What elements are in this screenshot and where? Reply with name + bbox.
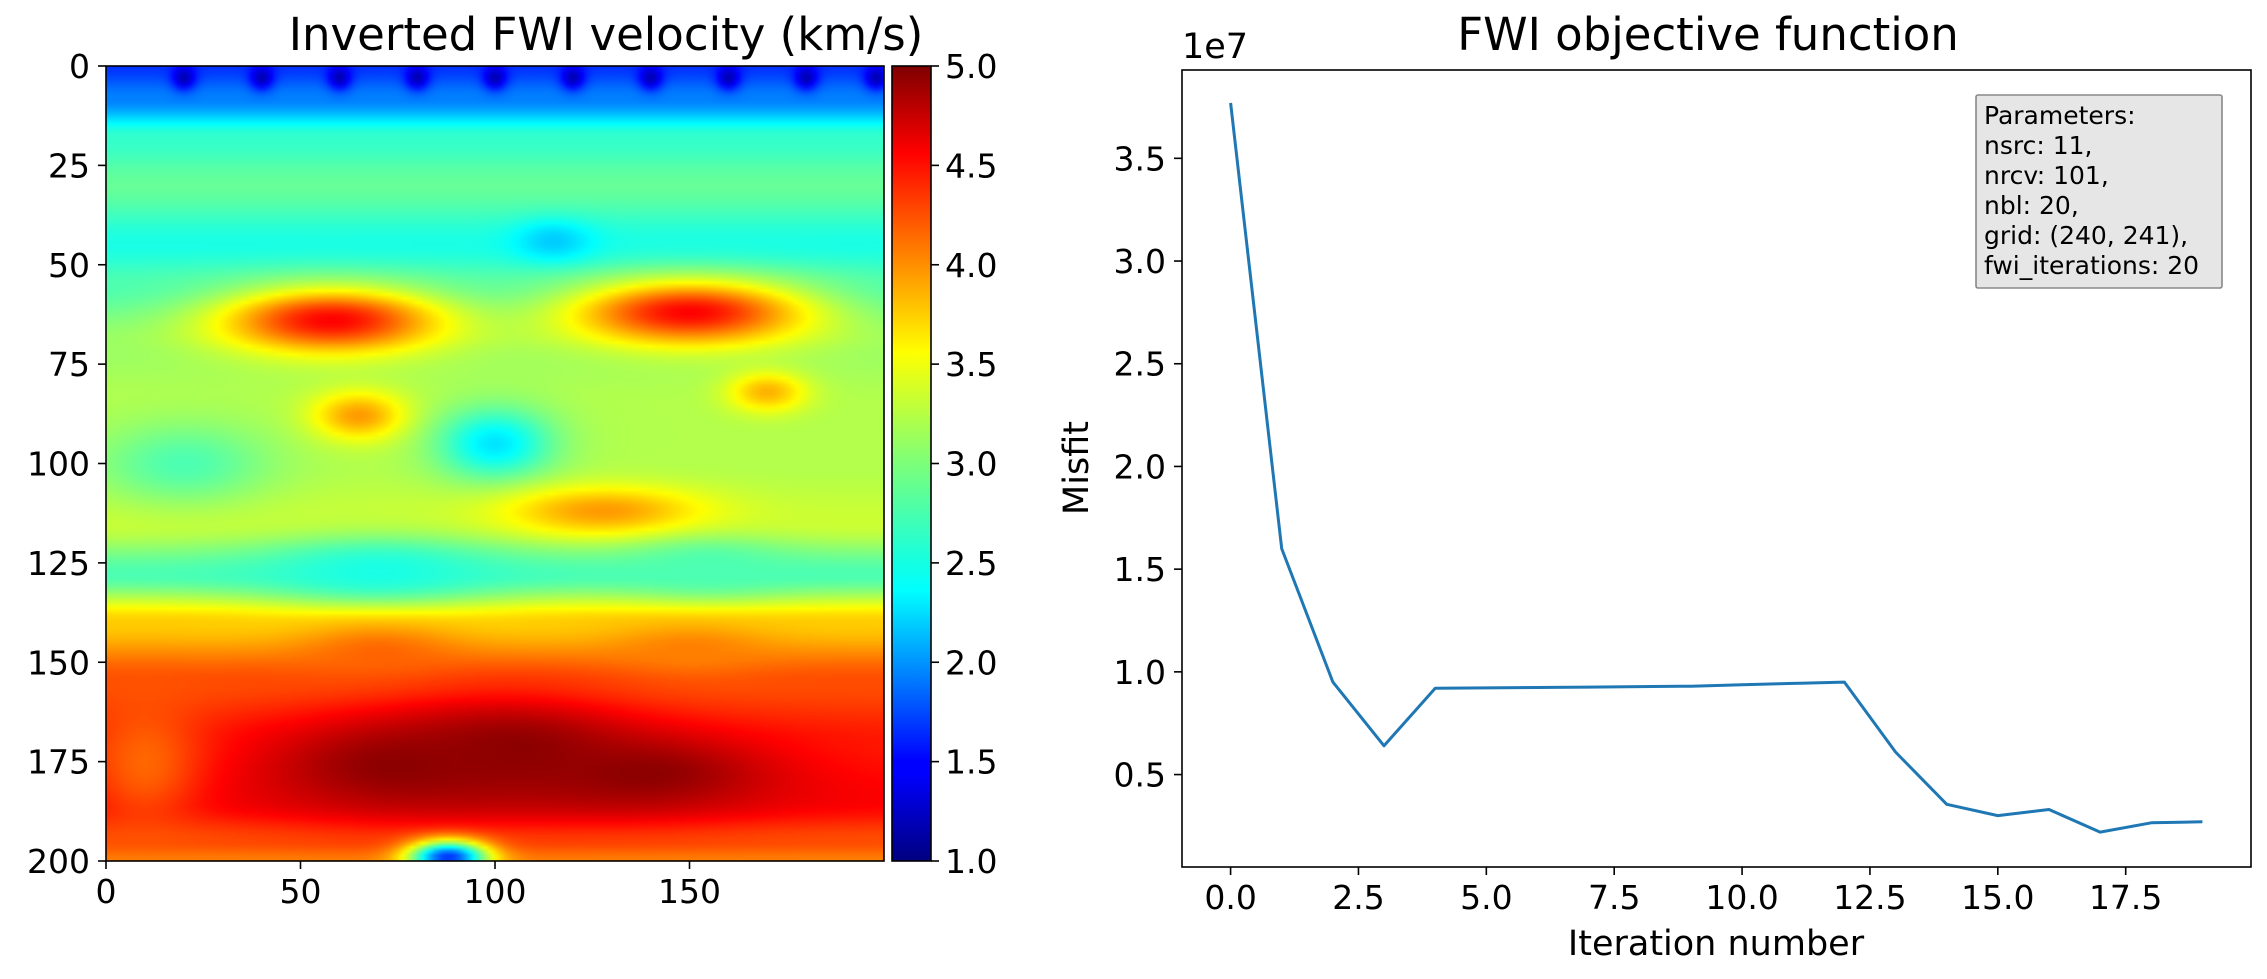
colorbar-tick-label: 3.5 xyxy=(945,345,997,384)
misfit-x-axis: 0.0 2.5 5.0 7.5 10.0 12.5 15.0 17.5 xyxy=(1204,867,2162,917)
misfit-y-tick-label: 0.5 xyxy=(1114,756,1166,795)
parameters-line: nsrc: 11, xyxy=(1984,131,2092,160)
y-offset-label: 1e7 xyxy=(1182,27,1248,67)
colorbar-ticks: 5.0 4.5 4.0 3.5 3.0 2.5 2.0 1.5 1.0 xyxy=(931,47,997,881)
colorbar-tick-label: 1.5 xyxy=(945,743,997,782)
velocity-x-tick-label: 50 xyxy=(280,872,322,911)
velocity-y-axis: 0 25 50 75 100 125 150 175 200 xyxy=(27,47,106,881)
velocity-y-tick-label: 0 xyxy=(69,47,90,86)
velocity-heatmap-canvas xyxy=(106,66,884,861)
velocity-y-tick-label: 75 xyxy=(48,345,90,384)
colorbar-tick-label: 5.0 xyxy=(945,47,997,86)
velocity-x-tick-label: 0 xyxy=(96,872,117,911)
misfit-x-tick-label: 12.5 xyxy=(1833,878,1906,917)
velocity-y-tick-label: 125 xyxy=(27,544,90,583)
colorbar-tick-label: 2.0 xyxy=(945,643,997,682)
misfit-y-tick-label: 3.0 xyxy=(1114,242,1166,281)
velocity-x-tick-label: 100 xyxy=(464,872,527,911)
misfit-y-tick-label: 3.5 xyxy=(1114,139,1166,178)
velocity-chart-title: Inverted FWI velocity (km/s) xyxy=(289,8,924,61)
parameters-line: nrcv: 101, xyxy=(1984,161,2109,190)
misfit-y-tick-label: 2.0 xyxy=(1114,447,1166,486)
velocity-y-tick-label: 100 xyxy=(27,445,90,484)
misfit-x-tick-label: 17.5 xyxy=(2089,878,2162,917)
velocity-x-tick-label: 150 xyxy=(658,872,721,911)
misfit-axes-frame xyxy=(1181,69,2252,868)
parameters-line: fwi_iterations: 20 xyxy=(1984,251,2199,280)
colorbar-tick-label: 1.0 xyxy=(945,842,997,881)
colorbar-tick-label: 2.5 xyxy=(945,544,997,583)
velocity-y-tick-label: 25 xyxy=(48,146,90,185)
parameters-annotation: Parameters:nsrc: 11,nrcv: 101,nbl: 20,gr… xyxy=(1975,94,2223,289)
colorbar-tick-label: 4.0 xyxy=(945,246,997,285)
misfit-y-tick-label: 1.0 xyxy=(1114,653,1166,692)
velocity-image xyxy=(106,66,884,861)
misfit-chart-title: FWI objective function xyxy=(1457,8,1959,61)
misfit-x-tick-label: 2.5 xyxy=(1332,878,1384,917)
misfit-x-tick-label: 0.0 xyxy=(1204,878,1256,917)
parameters-line: nbl: 20, xyxy=(1984,191,2079,220)
parameters-line: Parameters: xyxy=(1984,101,2136,130)
misfit-series-line xyxy=(1229,102,2203,834)
parameters-line: grid: (240, 241), xyxy=(1984,221,2188,250)
colorbar-tick-label: 4.5 xyxy=(945,146,997,185)
velocity-x-axis: 0 50 100 150 xyxy=(96,861,721,911)
misfit-x-tick-label: 5.0 xyxy=(1460,878,1512,917)
colorbar-gradient xyxy=(892,66,931,861)
x-axis-label: Iteration number xyxy=(1568,924,1865,964)
misfit-x-tick-label: 15.0 xyxy=(1961,878,2034,917)
y-axis-label: Misfit xyxy=(1057,421,1097,515)
misfit-y-tick-label: 2.5 xyxy=(1114,345,1166,384)
colorbar-tick-label: 3.0 xyxy=(945,445,997,484)
velocity-y-tick-label: 50 xyxy=(48,246,90,285)
misfit-x-tick-label: 10.0 xyxy=(1705,878,1778,917)
misfit-y-axis: 0.5 1.0 1.5 2.0 2.5 3.0 3.5 xyxy=(1114,139,1182,795)
velocity-y-tick-label: 150 xyxy=(27,643,90,682)
colorbar: 5.0 4.5 4.0 3.5 3.0 2.5 2.0 1.5 1.0 xyxy=(891,47,997,881)
misfit-y-tick-label: 1.5 xyxy=(1114,550,1166,589)
velocity-y-tick-label: 200 xyxy=(27,842,90,881)
misfit-x-tick-label: 7.5 xyxy=(1588,878,1640,917)
velocity-y-tick-label: 175 xyxy=(27,743,90,782)
parameters-box xyxy=(1975,94,2223,289)
